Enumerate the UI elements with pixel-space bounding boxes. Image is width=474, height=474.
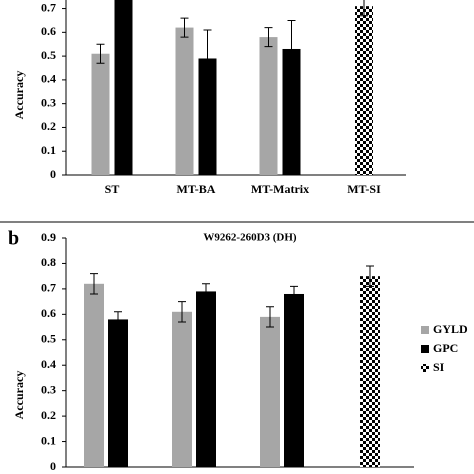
y-tick-label: 0.7 <box>41 0 56 14</box>
error-bar <box>96 43 105 64</box>
bar <box>282 48 301 175</box>
panel-label: b <box>8 228 19 250</box>
bar <box>196 291 216 467</box>
error-bar <box>360 0 368 17</box>
y-tick-label: 0.4 <box>41 72 56 86</box>
y-tick-label: 0.2 <box>41 408 56 422</box>
bar <box>91 53 110 175</box>
legend-swatch <box>421 364 429 372</box>
bar <box>108 319 128 467</box>
y-tick-label: 0 <box>50 167 56 181</box>
y-tick-label: 0.3 <box>41 95 56 109</box>
bar <box>175 27 194 176</box>
bar <box>355 6 373 175</box>
legend-label: GPC <box>433 341 458 355</box>
legend-swatch <box>421 345 429 353</box>
y-tick-label: 0.5 <box>41 48 56 62</box>
error-bar <box>114 311 122 328</box>
error-bar <box>180 17 189 38</box>
error-bar <box>90 273 98 295</box>
bar <box>260 316 280 467</box>
chart-title: W9262-260D3 (DH) <box>203 232 297 244</box>
y-tick-label: 0.9 <box>41 230 56 244</box>
bar <box>114 0 133 176</box>
error-bar <box>264 27 273 48</box>
y-tick-label: 0.1 <box>41 433 56 447</box>
error-bar <box>290 285 298 303</box>
error-bar <box>287 19 296 79</box>
error-bar <box>203 29 212 88</box>
y-tick-label: 0.2 <box>41 119 56 133</box>
y-axis-label: Accuracy <box>12 71 26 120</box>
legend-swatch <box>421 326 429 334</box>
x-tick-label: MT-BA <box>177 182 216 196</box>
bar <box>198 58 217 175</box>
y-tick-label: 0.4 <box>41 357 56 371</box>
y-tick-label: 0 <box>50 459 56 473</box>
y-tick-label: 0.3 <box>41 382 56 396</box>
bar <box>84 283 104 467</box>
x-tick-label: MT-SI <box>347 182 381 196</box>
bar <box>172 311 192 467</box>
y-tick-label: 0.6 <box>41 306 56 320</box>
error-bar <box>366 265 374 287</box>
error-bar <box>266 306 274 328</box>
y-tick-label: 0.6 <box>41 24 56 38</box>
bar <box>259 37 278 175</box>
legend-label: GYLD <box>433 322 468 336</box>
legend-label: SI <box>433 360 445 374</box>
bar <box>284 293 304 467</box>
error-bar <box>178 301 186 323</box>
y-tick-label: 0.7 <box>41 281 56 295</box>
x-tick-label: ST <box>105 182 120 196</box>
error-bar <box>202 283 210 300</box>
x-tick-label: MT-Matrix <box>251 182 309 196</box>
y-tick-label: 0.5 <box>41 332 56 346</box>
bar <box>360 276 380 467</box>
y-tick-label: 0.1 <box>41 143 56 157</box>
y-axis-label: Accuracy <box>12 371 26 420</box>
y-tick-label: 0.8 <box>41 255 56 269</box>
